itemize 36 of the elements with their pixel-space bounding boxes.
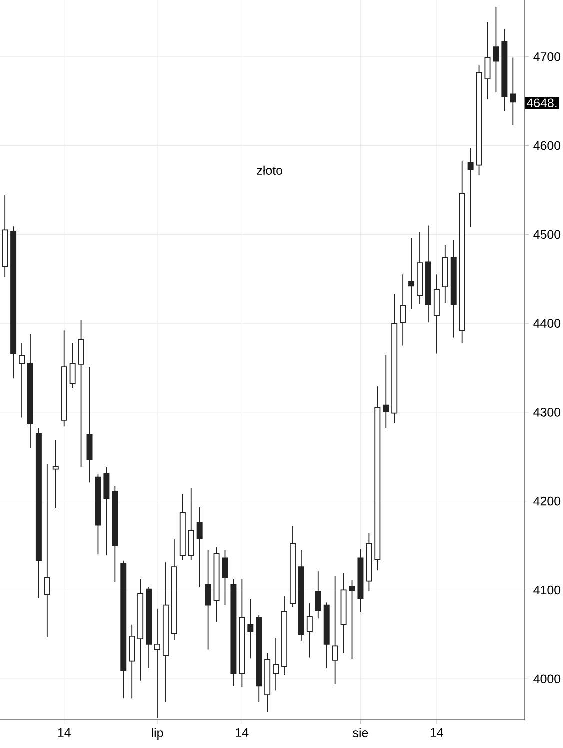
candlestick: [44, 464, 50, 638]
candlestick: [196, 507, 203, 588]
candlestick: [222, 550, 228, 606]
annotation: 4648.: [526, 98, 557, 108]
x-tick-label: 14: [58, 728, 71, 737]
candlestick: [315, 571, 322, 620]
candlestick: [383, 355, 390, 429]
y-tick-label: 4300: [534, 408, 561, 417]
candlestick: [408, 238, 415, 310]
y-tick-label: 4500: [534, 230, 561, 240]
y-tick-label: 4400: [534, 319, 561, 328]
candlestick: [468, 148, 474, 228]
candlestick: [306, 603, 313, 658]
candlestick: [349, 580, 356, 660]
candlestick: [19, 342, 26, 418]
candlestick: [484, 22, 491, 100]
candlestick: [52, 440, 59, 509]
x-tick-label: 14: [430, 728, 444, 737]
y-tick-label: 4700: [534, 52, 561, 62]
y-tick-label: 4600: [534, 141, 561, 150]
candlestick: [70, 342, 76, 389]
candlestick: [248, 598, 254, 660]
y-tick-label: 4100: [534, 586, 561, 595]
candlestick: [205, 550, 212, 650]
x-tick-label: lip: [152, 728, 164, 740]
candlestick: [510, 57, 516, 126]
candlestick: [273, 638, 280, 692]
candlestick: [332, 576, 338, 685]
x-tick-label: sie: [353, 728, 368, 738]
y-tick-label: 4200: [534, 496, 561, 506]
candlestick: [493, 6, 500, 93]
candlestick: [400, 274, 406, 346]
x-tick-label: 14: [236, 728, 249, 737]
candlestick: [154, 608, 160, 719]
y-tick-label: 4000: [534, 674, 561, 684]
text: złoto: [257, 166, 282, 175]
